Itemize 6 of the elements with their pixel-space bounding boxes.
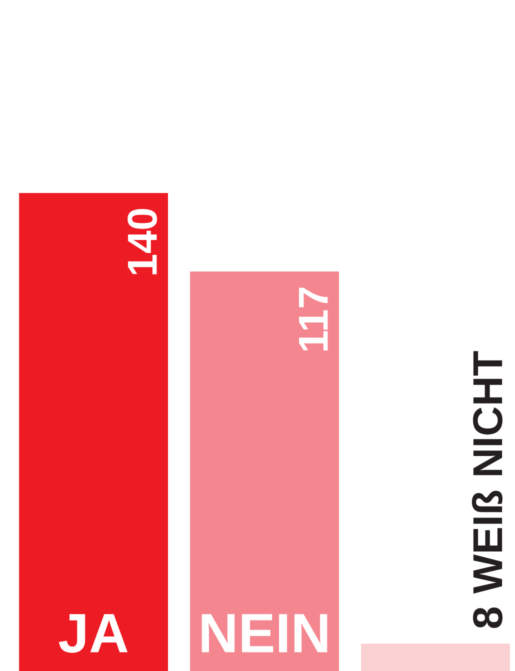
data-label: 117 [299, 288, 328, 350]
data-label: 8 [472, 607, 502, 628]
x-tick-label: JA [58, 614, 128, 653]
x-tick-label: NEIN [202, 614, 328, 652]
data-label: 140 [128, 209, 158, 274]
x-tick-label: WEIß NICHT [472, 351, 502, 594]
